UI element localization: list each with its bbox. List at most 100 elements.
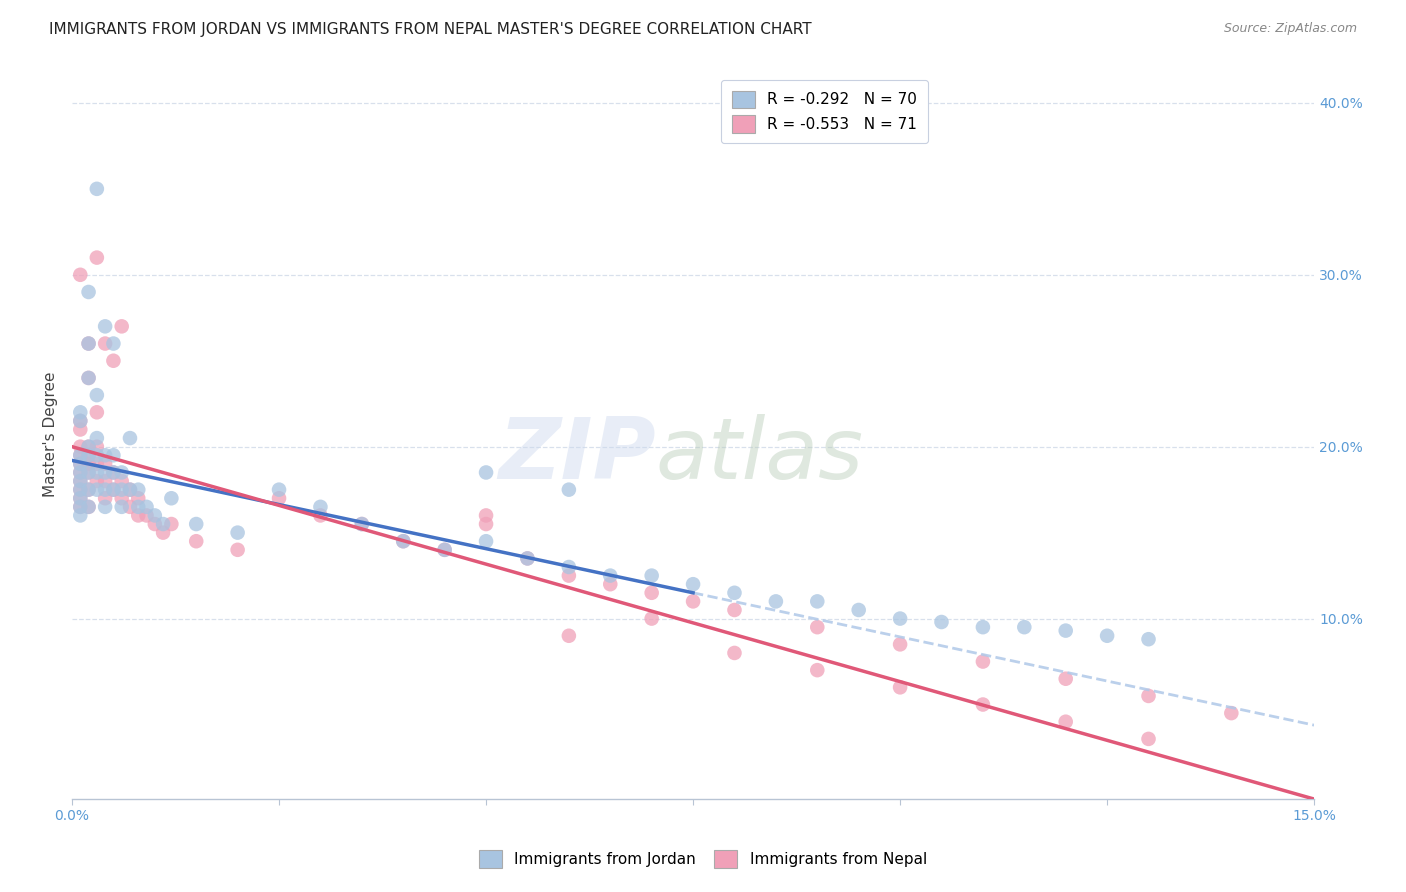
Point (69, 440, 91, 454)
Point (127, 491, 149, 506)
Point (118, 483, 141, 497)
Point (94, 466, 117, 480)
Point (86, 440, 108, 454)
Point (118, 483, 141, 497)
Point (1054, 672, 1077, 686)
Point (111, 466, 134, 480)
Point (765, 594, 787, 608)
Point (475, 508, 498, 523)
Point (118, 431, 141, 445)
Point (69, 500, 91, 514)
Text: Source: ZipAtlas.com: Source: ZipAtlas.com (1223, 22, 1357, 36)
Text: IMMIGRANTS FROM JORDAN VS IMMIGRANTS FROM NEPAL MASTER'S DEGREE CORRELATION CHAR: IMMIGRANTS FROM JORDAN VS IMMIGRANTS FRO… (49, 22, 811, 37)
Point (77, 483, 100, 497)
Legend: Immigrants from Jordan, Immigrants from Nepal: Immigrants from Jordan, Immigrants from … (471, 843, 935, 875)
Point (558, 629, 581, 643)
Point (77, 371, 100, 385)
Point (433, 542, 456, 557)
Point (350, 516, 373, 531)
Text: atlas: atlas (655, 414, 863, 497)
Point (94, 448, 117, 462)
Point (1220, 706, 1243, 720)
Text: ZIP: ZIP (498, 414, 655, 497)
Point (86, 448, 108, 462)
Y-axis label: Master's Degree: Master's Degree (44, 371, 58, 497)
Point (972, 698, 994, 712)
Point (77, 483, 100, 497)
Point (558, 560, 581, 574)
Point (77, 336, 100, 351)
Point (118, 500, 141, 514)
Point (682, 594, 704, 608)
Point (640, 611, 662, 625)
Point (599, 577, 621, 591)
Point (69, 483, 91, 497)
Point (77, 457, 100, 471)
Point (127, 483, 149, 497)
Point (69, 491, 91, 506)
Point (86, 251, 108, 265)
Point (103, 466, 125, 480)
Point (69, 457, 91, 471)
Point (1014, 620, 1036, 634)
Point (475, 534, 498, 549)
Point (152, 516, 174, 531)
Point (77, 371, 100, 385)
Point (69, 474, 91, 488)
Point (69, 466, 91, 480)
Point (135, 500, 157, 514)
Point (226, 542, 249, 557)
Point (848, 603, 870, 617)
Point (152, 525, 174, 540)
Point (69, 457, 91, 471)
Point (931, 615, 953, 629)
Point (433, 542, 456, 557)
Point (889, 611, 911, 625)
Point (69, 422, 91, 436)
Point (86, 466, 108, 480)
Point (1095, 629, 1118, 643)
Point (111, 319, 134, 334)
Point (94, 319, 117, 334)
Point (599, 568, 621, 582)
Point (516, 551, 538, 566)
Point (69, 474, 91, 488)
Point (69, 491, 91, 506)
Point (392, 534, 415, 549)
Point (226, 525, 249, 540)
Point (1137, 689, 1160, 703)
Point (94, 336, 117, 351)
Point (1054, 624, 1077, 638)
Point (69, 500, 91, 514)
Point (77, 440, 100, 454)
Point (86, 483, 108, 497)
Point (86, 457, 108, 471)
Point (111, 474, 134, 488)
Point (806, 620, 828, 634)
Point (640, 568, 662, 582)
Point (77, 448, 100, 462)
Legend: R = -0.292   N = 70, R = -0.553   N = 71: R = -0.292 N = 70, R = -0.553 N = 71 (721, 79, 928, 144)
Point (475, 466, 498, 480)
Point (682, 577, 704, 591)
Point (94, 491, 117, 506)
Point (267, 483, 290, 497)
Point (94, 457, 117, 471)
Point (103, 336, 125, 351)
Point (723, 586, 745, 600)
Point (160, 516, 183, 531)
Point (186, 516, 208, 531)
Point (350, 516, 373, 531)
Point (475, 516, 498, 531)
Point (77, 466, 100, 480)
Point (103, 353, 125, 368)
Point (309, 508, 332, 523)
Point (69, 268, 91, 282)
Point (94, 500, 117, 514)
Point (309, 500, 332, 514)
Point (160, 491, 183, 506)
Point (77, 336, 100, 351)
Point (94, 474, 117, 488)
Point (69, 414, 91, 428)
Point (77, 500, 100, 514)
